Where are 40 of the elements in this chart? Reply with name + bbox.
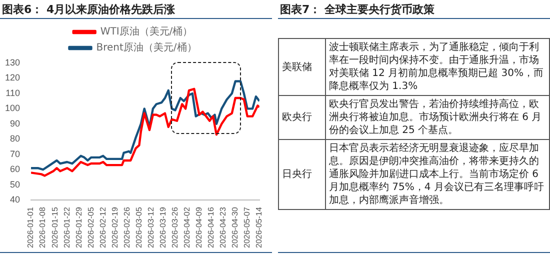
- y-tick-label: 100: [4, 103, 20, 114]
- x-tick-label: 2026-02-19: [110, 206, 120, 248]
- y-tick-label: 40: [10, 194, 20, 205]
- y-tick-label: 110: [6, 88, 20, 98]
- y-tick-label: 50: [10, 179, 20, 190]
- x-tick-label: 2026-01-08: [38, 206, 48, 248]
- legend-label: Brent原油（美元/桶）: [96, 42, 197, 54]
- y-tick-label: 130: [4, 57, 20, 68]
- y-tick-label: 120: [4, 72, 20, 83]
- x-tick-label: 2026-05-14: [254, 206, 264, 248]
- x-tick-label: 2026-02-05: [86, 206, 96, 248]
- x-tick-label: 2026-03-05: [134, 206, 144, 248]
- text: 图表7： 全球主要央行货币政策: [280, 2, 434, 17]
- x-tick-label: 2026-03-19: [158, 206, 168, 248]
- y-tick-label: 60: [10, 164, 20, 174]
- x-tick-label: 2026-01-15: [50, 206, 60, 248]
- x-tick-label: 2026-02-26: [122, 206, 132, 248]
- legend-label: WTI原油（美元/桶）: [100, 26, 193, 38]
- text: 欧央行官员发出警告，若油价持续维持高位，欧洲央行将被迫加息。市场预计欧洲央行将在 6 月份的会议上加息 25 个基点。: [326, 96, 550, 140]
- x-tick-label: 2026-04-30: [230, 206, 240, 248]
- category-label: 美联储: [278, 38, 326, 96]
- chart-title: 图表6： 4月以来原油价格先跌后涨: [2, 2, 176, 17]
- y-tick-label: 70: [10, 148, 20, 159]
- category-label: 欧央行: [278, 96, 326, 140]
- x-tick-label: 2026-01-01: [26, 206, 36, 248]
- x-tick-label: 2026-01-29: [74, 206, 84, 248]
- x-tick-label: 2026-01-22: [62, 206, 72, 248]
- text: 日本官员表示若经济无明显衰退迹象，应尽早加息。原因是伊朗冲突推高油价，将带来更持久的通胀风险并加剧进口成本上行。当前市场定价 6 月加息概率约 75%，4 月会议已有三名理事呼吁加息，内部鹰派声音增强。: [326, 140, 550, 210]
- y-tick-label: 80: [10, 134, 20, 144]
- x-tick-label: 2026-04-16: [206, 206, 216, 248]
- x-tick-label: 2026-04-23: [218, 206, 228, 248]
- x-tick-label: 2026-04-02: [182, 206, 192, 248]
- x-tick-label: 2026-03-26: [170, 206, 180, 248]
- x-tick-label: 2026-02-12: [98, 206, 108, 248]
- category-label: 日央行: [278, 140, 326, 210]
- text: 波士顿联储主席表示，为了通胀稳定，倾向于利率在一段时间内保持不变。由于通胀升温，市场对美联储 12 月初前加息概率预期已超 30%，而降息概率仅为 1.3%: [326, 38, 550, 96]
- x-tick-label: 2026-05-07: [242, 206, 252, 248]
- x-tick-label: 2026-04-09: [194, 206, 204, 248]
- y-tick-label: 90: [10, 118, 20, 128]
- x-tick-label: 2026-03-12: [146, 206, 156, 248]
